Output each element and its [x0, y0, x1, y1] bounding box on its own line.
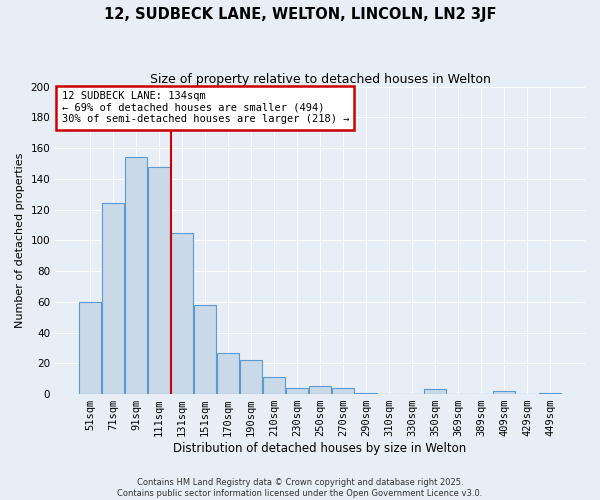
Bar	[194, 305, 216, 394]
X-axis label: Distribution of detached houses by size in Welton: Distribution of detached houses by size …	[173, 442, 467, 455]
Bar	[309, 386, 331, 394]
Bar	[217, 352, 239, 394]
Bar	[125, 158, 147, 394]
Bar	[102, 204, 124, 394]
Bar	[263, 377, 285, 394]
Bar	[79, 302, 101, 394]
Bar	[493, 391, 515, 394]
Text: 12 SUDBECK LANE: 134sqm
← 69% of detached houses are smaller (494)
30% of semi-d: 12 SUDBECK LANE: 134sqm ← 69% of detache…	[62, 92, 349, 124]
Bar	[286, 388, 308, 394]
Text: 12, SUDBECK LANE, WELTON, LINCOLN, LN2 3JF: 12, SUDBECK LANE, WELTON, LINCOLN, LN2 3…	[104, 8, 496, 22]
Bar	[539, 392, 561, 394]
Bar	[355, 392, 377, 394]
Bar	[332, 388, 354, 394]
Bar	[171, 232, 193, 394]
Text: Contains HM Land Registry data © Crown copyright and database right 2025.
Contai: Contains HM Land Registry data © Crown c…	[118, 478, 482, 498]
Bar	[424, 390, 446, 394]
Bar	[148, 166, 170, 394]
Title: Size of property relative to detached houses in Welton: Size of property relative to detached ho…	[149, 72, 491, 86]
Bar	[240, 360, 262, 394]
Y-axis label: Number of detached properties: Number of detached properties	[15, 152, 25, 328]
